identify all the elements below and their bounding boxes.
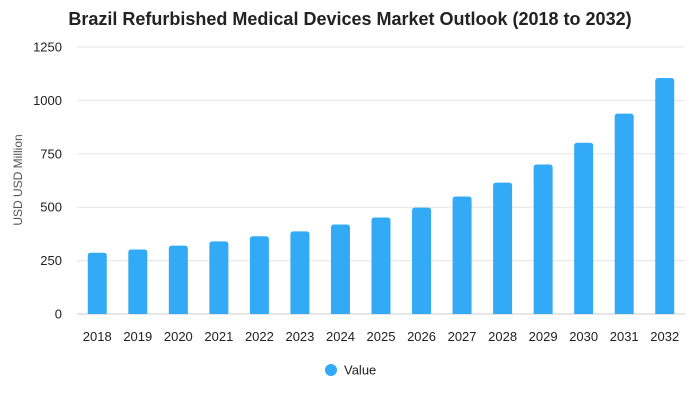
legend-swatch-value[interactable] — [325, 364, 337, 376]
y-axis-ticks: 0 250 500 750 1000 1250 — [33, 40, 62, 322]
x-tick-label: 2028 — [488, 329, 517, 344]
y-tick-label: 750 — [40, 146, 62, 161]
legend-label-value[interactable]: Value — [344, 363, 376, 378]
bar-2032[interactable] — [655, 77, 675, 314]
x-tick-label: 2023 — [285, 329, 314, 344]
bar-2025[interactable] — [371, 217, 391, 314]
bars — [87, 77, 675, 314]
bar-2021[interactable] — [209, 241, 229, 314]
x-tick-label: 2026 — [407, 329, 436, 344]
y-tick-label: 0 — [55, 307, 62, 322]
y-tick-label: 500 — [40, 200, 62, 215]
bar-2027[interactable] — [452, 196, 472, 314]
bar-2026[interactable] — [412, 207, 432, 314]
y-tick-label: 250 — [40, 253, 62, 268]
bar-2029[interactable] — [533, 164, 553, 314]
chart-title: Brazil Refurbished Medical Devices Marke… — [68, 9, 631, 29]
y-axis-label: USD USD Million — [11, 134, 25, 225]
x-tick-label: 2022 — [245, 329, 274, 344]
bar-2023[interactable] — [290, 231, 310, 314]
bar-2022[interactable] — [249, 236, 269, 314]
bar-2030[interactable] — [574, 142, 594, 314]
x-tick-label: 2019 — [123, 329, 152, 344]
x-tick-label: 2024 — [326, 329, 355, 344]
bar-2019[interactable] — [128, 249, 148, 314]
bar-2020[interactable] — [168, 245, 188, 314]
x-tick-label: 2031 — [610, 329, 639, 344]
x-tick-label: 2029 — [529, 329, 558, 344]
bar-2024[interactable] — [330, 224, 350, 314]
legend[interactable]: Value — [325, 363, 376, 378]
x-tick-label: 2032 — [650, 329, 679, 344]
x-tick-label: 2020 — [164, 329, 193, 344]
y-tick-label: 1250 — [33, 40, 62, 55]
x-tick-label: 2018 — [83, 329, 112, 344]
bar-2028[interactable] — [493, 182, 513, 314]
x-tick-label: 2025 — [367, 329, 396, 344]
x-tick-label: 2030 — [569, 329, 598, 344]
x-axis-ticks: 2018 2019 2020 2021 2022 2023 2024 2025 2026 2027… — [83, 329, 679, 344]
y-tick-label: 1000 — [33, 93, 62, 108]
x-tick-label: 2027 — [448, 329, 477, 344]
bar-2031[interactable] — [614, 113, 634, 314]
x-tick-label: 2021 — [204, 329, 233, 344]
bar-2018[interactable] — [87, 252, 107, 314]
